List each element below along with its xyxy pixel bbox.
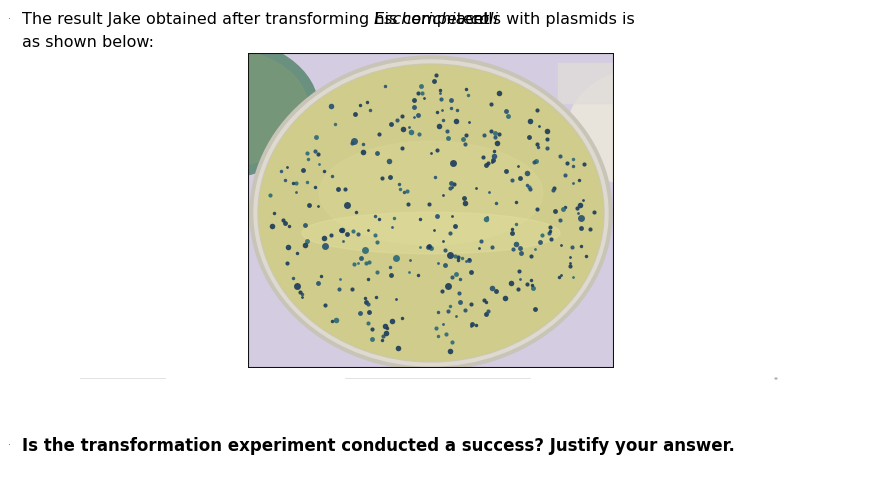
Text: cells with plasmids is: cells with plasmids is: [460, 12, 635, 27]
Ellipse shape: [258, 64, 604, 362]
Text: ·: ·: [8, 440, 11, 450]
Text: Is the transformation experiment conducted a success? Justify your answer.: Is the transformation experiment conduct…: [22, 437, 735, 455]
Text: as shown below:: as shown below:: [22, 35, 154, 50]
Text: The result Jake obtained after transforming his competent: The result Jake obtained after transform…: [22, 12, 495, 27]
Ellipse shape: [254, 60, 608, 366]
Ellipse shape: [302, 212, 560, 254]
Ellipse shape: [259, 65, 603, 361]
Text: Escherichia coli: Escherichia coli: [374, 12, 498, 27]
Text: ·: ·: [8, 14, 11, 24]
Ellipse shape: [319, 141, 542, 245]
Bar: [558, 63, 614, 103]
Ellipse shape: [118, 38, 318, 178]
Ellipse shape: [568, 68, 728, 188]
Ellipse shape: [128, 48, 308, 168]
Ellipse shape: [250, 56, 612, 370]
